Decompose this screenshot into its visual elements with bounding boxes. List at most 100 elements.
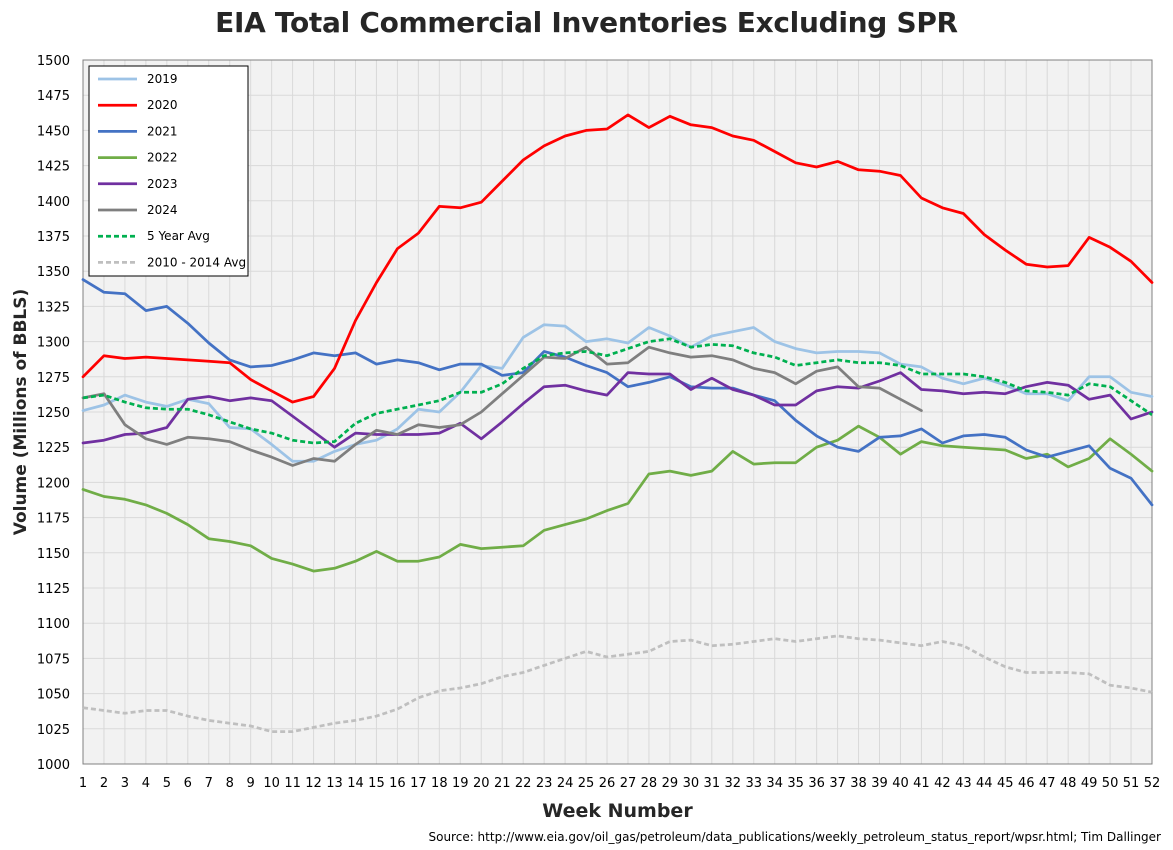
x-tick-label: 23 — [536, 776, 553, 791]
y-tick-labels: 1000 1025 1050 1075 1100 1125 1150 1175 1200 1225… — [37, 54, 70, 773]
x-tick-label: 16 — [389, 776, 406, 791]
x-tick-label: 38 — [850, 776, 867, 791]
x-tick-label: 39 — [871, 776, 888, 791]
x-tick-label: 15 — [368, 776, 385, 791]
source-note: Source: http://www.eia.gov/oil_gas/petro… — [428, 830, 1161, 844]
series-line-2020 — [81, 113, 1154, 404]
x-tick-label: 27 — [620, 776, 637, 791]
y-tick-label: 1375 — [37, 230, 70, 245]
series-line-2019 — [81, 323, 1154, 463]
x-tick-label: 1 — [79, 776, 87, 791]
x-tick-label: 25 — [578, 776, 595, 791]
legend-label: 2024 — [147, 203, 178, 217]
y-tick-label: 1275 — [37, 371, 70, 386]
x-gridlines — [82, 60, 1153, 764]
x-tick-label: 4 — [142, 776, 150, 791]
series-line-2023 — [81, 371, 1154, 449]
legend-label: 2022 — [147, 151, 178, 165]
y-tick-label: 1225 — [37, 441, 70, 456]
x-tick-label: 33 — [745, 776, 762, 791]
x-tick-label: 43 — [955, 776, 972, 791]
legend-label: 2020 — [147, 98, 178, 112]
y-axis-label: Volume (Millions of BBLS) — [11, 288, 31, 536]
x-tick-label: 47 — [1039, 776, 1056, 791]
y-tick-label: 1425 — [37, 160, 70, 175]
x-tick-label: 6 — [184, 776, 192, 791]
y-tick-label: 1050 — [37, 688, 70, 703]
y-tick-label: 1025 — [37, 723, 70, 738]
x-tick-label: 28 — [641, 776, 658, 791]
y-tick-label: 1200 — [37, 476, 70, 491]
x-tick-label: 35 — [787, 776, 804, 791]
x-tick-label: 45 — [997, 776, 1014, 791]
x-tick-label: 8 — [226, 776, 234, 791]
x-tick-labels: 1 2 3 4 5 6 7 8 9 10 11 12 13 14 15 16 17 18 19 20 21 22 23 24 2… — [79, 776, 1160, 791]
x-tick-label: 31 — [704, 776, 721, 791]
y-tick-label: 1300 — [37, 336, 70, 351]
y-tick-label: 1075 — [37, 652, 70, 667]
x-tick-label: 13 — [326, 776, 343, 791]
series-line-2021 — [81, 278, 1154, 507]
y-tick-label: 1475 — [37, 89, 70, 104]
y-tick-label: 1350 — [37, 265, 70, 280]
series-line-2022 — [81, 424, 1154, 573]
x-tick-label: 5 — [163, 776, 171, 791]
x-tick-label: 49 — [1081, 776, 1098, 791]
x-tick-label: 24 — [557, 776, 574, 791]
series-line-2010-2014-avg — [82, 634, 1153, 733]
y-tick-label: 1100 — [37, 617, 70, 632]
legend: 2019 2020 2021 2022 2023 2024 5 Year Avg 2010 -… — [88, 65, 249, 277]
chart-title: EIA Total Commercial Inventories Excludi… — [215, 6, 958, 39]
x-tick-label: 32 — [725, 776, 742, 791]
x-tick-label: 37 — [829, 776, 846, 791]
x-tick-label: 36 — [808, 776, 825, 791]
series-line-5-year-avg — [82, 337, 1153, 445]
legend-label: 5 Year Avg — [147, 229, 210, 243]
x-tick-label: 21 — [494, 776, 511, 791]
y-tick-label: 1325 — [37, 300, 70, 315]
x-tick-label: 22 — [515, 776, 532, 791]
series-line-2024 — [81, 345, 923, 467]
x-tick-label: 26 — [599, 776, 616, 791]
x-tick-label: 40 — [892, 776, 909, 791]
y-tick-label: 1175 — [37, 512, 70, 527]
x-tick-label: 29 — [662, 776, 679, 791]
y-tick-label: 1125 — [37, 582, 70, 597]
x-tick-label: 50 — [1102, 776, 1119, 791]
x-tick-label: 41 — [913, 776, 930, 791]
x-tick-label: 12 — [305, 776, 322, 791]
x-tick-label: 17 — [410, 776, 427, 791]
x-tick-label: 19 — [452, 776, 469, 791]
legend-box — [88, 65, 249, 277]
y-tick-label: 1250 — [37, 406, 70, 421]
y-tick-label: 1450 — [37, 124, 70, 139]
x-tick-label: 44 — [976, 776, 993, 791]
x-tick-label: 2 — [100, 776, 108, 791]
x-tick-label: 42 — [934, 776, 951, 791]
y-tick-label: 1500 — [37, 54, 70, 69]
x-tick-label: 51 — [1123, 776, 1140, 791]
y-tick-label: 1400 — [37, 195, 70, 210]
x-tick-label: 3 — [121, 776, 129, 791]
x-tick-label: 7 — [205, 776, 213, 791]
y-tick-label: 1000 — [37, 758, 70, 773]
legend-label: 2019 — [147, 72, 178, 86]
y-tick-label: 1150 — [37, 547, 70, 562]
y-gridlines — [83, 59, 1152, 765]
x-tick-label: 48 — [1060, 776, 1077, 791]
x-tick-label: 30 — [683, 776, 700, 791]
x-axis-label: Week Number — [542, 800, 693, 822]
x-tick-label: 18 — [431, 776, 448, 791]
x-tick-label: 20 — [473, 776, 490, 791]
series-lines — [81, 113, 1154, 733]
x-tick-label: 52 — [1144, 776, 1161, 791]
legend-label: 2010 - 2014 Avg — [147, 255, 246, 269]
x-tick-label: 9 — [247, 776, 255, 791]
x-tick-label: 34 — [766, 776, 783, 791]
x-tick-label: 10 — [263, 776, 280, 791]
legend-label: 2021 — [147, 124, 178, 138]
x-tick-label: 11 — [284, 776, 301, 791]
legend-label: 2023 — [147, 177, 178, 191]
x-tick-label: 46 — [1018, 776, 1035, 791]
